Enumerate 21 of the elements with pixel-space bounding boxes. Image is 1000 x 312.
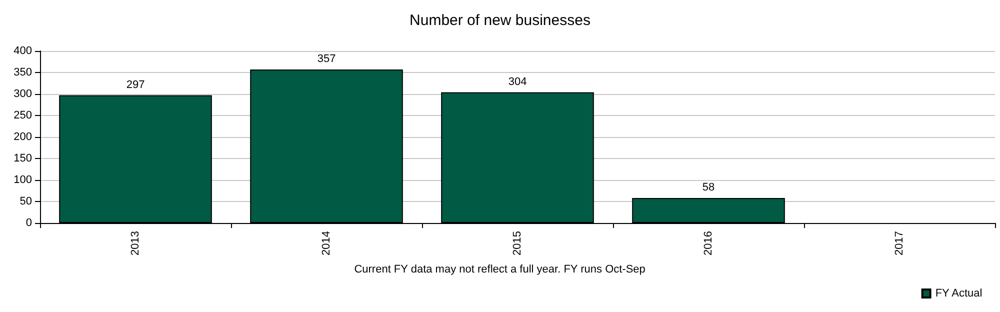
y-tick-label: 200	[14, 131, 32, 143]
y-tick-label: 150	[14, 152, 32, 164]
y-tick-label: 50	[20, 196, 32, 208]
y-tick-label: 300	[14, 88, 32, 100]
y-tick-label: 350	[14, 66, 32, 78]
y-tick-label: 400	[14, 45, 32, 57]
legend-label: FY Actual	[935, 288, 982, 300]
chart-title: Number of new businesses	[410, 12, 590, 29]
x-tick-label: 2013	[130, 231, 142, 256]
y-tick-label: 0	[26, 217, 32, 229]
data-label: 297	[126, 78, 145, 91]
data-label: 58	[702, 182, 715, 194]
y-tick-label: 250	[14, 110, 32, 122]
data-label: 304	[508, 76, 527, 88]
data-label: 357	[317, 52, 336, 65]
y-tick-label: 100	[14, 174, 32, 186]
x-tick-label: 2015	[512, 231, 524, 256]
x-tick-label: 2017	[894, 231, 906, 256]
text: Current FY data may not reflect a full year. FY runs Oct-Sep	[354, 264, 646, 276]
x-tick-label: 2014	[320, 231, 332, 256]
x-tick-label: 2016	[702, 231, 714, 256]
